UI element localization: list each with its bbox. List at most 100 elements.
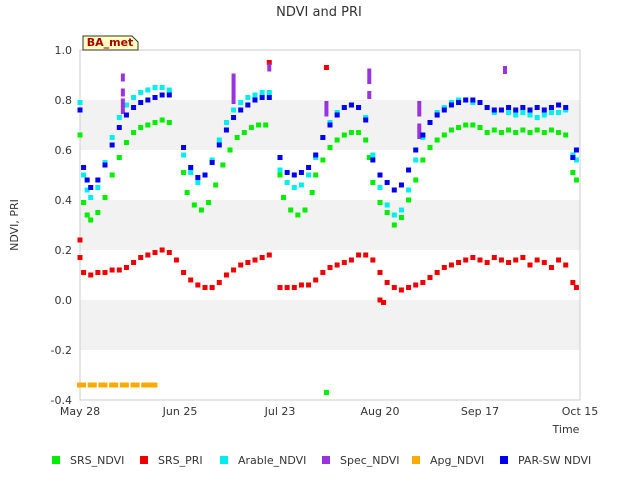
data-point bbox=[377, 297, 383, 303]
data-point bbox=[548, 265, 554, 270]
data-point bbox=[491, 107, 497, 113]
data-point bbox=[367, 91, 372, 99]
legend-item: Spec_NDVI bbox=[322, 454, 400, 467]
legend-item: Apg_NDVI bbox=[412, 454, 484, 467]
data-point bbox=[527, 130, 533, 135]
data-point bbox=[259, 95, 265, 100]
y-tick-labels: -0.4 -0.2 0.0 0.2 0.4 0.6 0.8 1.0 bbox=[51, 44, 72, 407]
data-point bbox=[417, 123, 422, 132]
legend-label: Spec_NDVI bbox=[340, 454, 400, 467]
data-point bbox=[231, 88, 236, 97]
data-point bbox=[281, 195, 287, 200]
data-point bbox=[131, 105, 137, 110]
data-point bbox=[391, 222, 397, 228]
data-point bbox=[245, 260, 251, 265]
data-point bbox=[209, 285, 215, 290]
data-point bbox=[520, 255, 526, 260]
data-point bbox=[102, 270, 108, 275]
data-point bbox=[570, 280, 576, 285]
data-point bbox=[241, 130, 247, 135]
data-point bbox=[277, 172, 283, 178]
data-point bbox=[417, 131, 422, 139]
data-point bbox=[377, 200, 383, 205]
data-point bbox=[252, 97, 258, 103]
data-point bbox=[406, 167, 412, 173]
data-point bbox=[152, 95, 158, 100]
data-point bbox=[259, 255, 265, 260]
data-point bbox=[284, 170, 290, 175]
data-point bbox=[195, 175, 201, 180]
data-point bbox=[138, 125, 144, 130]
data-point bbox=[477, 100, 483, 105]
data-point bbox=[159, 117, 165, 123]
data-point bbox=[323, 65, 329, 70]
data-point bbox=[470, 255, 476, 260]
data-point bbox=[220, 162, 226, 168]
data-point bbox=[384, 280, 390, 285]
data-point bbox=[238, 100, 244, 105]
data-point bbox=[148, 382, 158, 388]
data-point bbox=[277, 285, 283, 290]
data-point bbox=[120, 73, 125, 82]
data-point bbox=[166, 120, 172, 125]
data-point bbox=[384, 202, 390, 208]
legend-item: SRS_NDVI bbox=[52, 454, 124, 467]
legend-label: Arable_NDVI bbox=[238, 454, 306, 467]
data-point bbox=[513, 107, 519, 113]
data-point bbox=[84, 177, 90, 183]
data-point bbox=[556, 257, 562, 263]
data-point bbox=[145, 97, 151, 103]
data-point bbox=[541, 107, 547, 113]
x-tick-labels: May 28 Jun 25 Jul 23 Aug 20 Sep 17 Oct 15 bbox=[60, 405, 598, 418]
data-point bbox=[413, 147, 419, 153]
data-point bbox=[527, 262, 533, 268]
data-point bbox=[520, 110, 526, 115]
data-point bbox=[556, 102, 562, 108]
data-point bbox=[88, 185, 94, 190]
data-point bbox=[95, 177, 101, 183]
grid-band bbox=[80, 300, 580, 350]
data-point bbox=[95, 210, 101, 215]
data-point bbox=[116, 267, 122, 273]
y-tick-label: 1.0 bbox=[55, 44, 73, 57]
data-point bbox=[398, 207, 404, 213]
data-point bbox=[84, 212, 90, 218]
data-point bbox=[145, 87, 151, 93]
data-point bbox=[231, 267, 237, 273]
data-point bbox=[398, 182, 404, 188]
grid-band bbox=[80, 350, 580, 400]
x-tick-label: Sep 17 bbox=[461, 405, 499, 418]
data-point bbox=[327, 145, 333, 150]
data-point bbox=[234, 135, 240, 140]
data-point bbox=[109, 135, 115, 140]
series-SRS_NDVI bbox=[77, 117, 579, 395]
data-point bbox=[195, 180, 201, 185]
svg-text:BA_met: BA_met bbox=[87, 36, 134, 49]
data-point bbox=[534, 257, 540, 263]
data-point bbox=[541, 112, 547, 118]
data-point bbox=[327, 265, 333, 270]
data-point bbox=[87, 382, 97, 388]
data-point bbox=[123, 140, 129, 145]
data-point bbox=[184, 190, 190, 195]
data-point bbox=[434, 112, 440, 118]
data-point bbox=[498, 130, 504, 135]
data-point bbox=[573, 147, 579, 153]
data-point bbox=[377, 172, 383, 178]
data-point bbox=[223, 120, 229, 125]
data-point bbox=[406, 285, 412, 290]
data-point bbox=[491, 255, 497, 260]
data-point bbox=[323, 390, 329, 395]
data-point bbox=[152, 120, 158, 125]
series-Spec_NDVI bbox=[120, 63, 507, 139]
data-point bbox=[548, 105, 554, 110]
data-point bbox=[384, 210, 390, 215]
legend-item: PAR-SW NDVI bbox=[500, 454, 591, 467]
data-point bbox=[391, 212, 397, 218]
data-point bbox=[398, 215, 404, 220]
data-point bbox=[231, 96, 236, 104]
legend-swatch bbox=[412, 456, 420, 464]
data-point bbox=[138, 90, 144, 95]
x-tick-label: Oct 15 bbox=[562, 405, 599, 418]
